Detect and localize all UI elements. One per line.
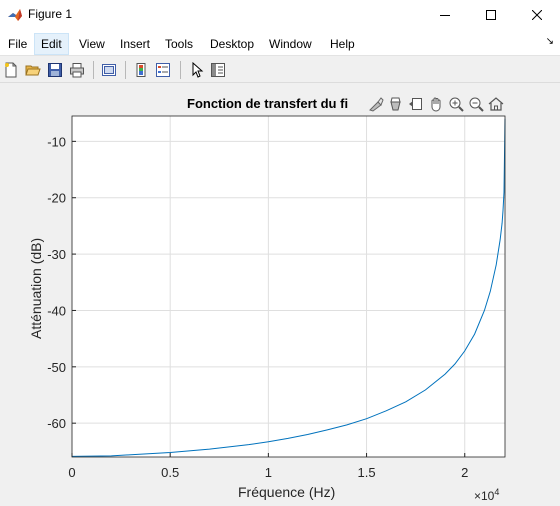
axes-frame	[71, 115, 506, 458]
property-inspector-icon	[211, 63, 225, 77]
menu-insert[interactable]: Insert	[120, 37, 151, 51]
window-title: Figure 1	[28, 7, 73, 21]
data-tips-icon	[390, 97, 401, 111]
pan-icon	[431, 97, 441, 112]
dock-arrow-icon[interactable]: ↘	[545, 36, 554, 47]
toolbar-separator	[180, 61, 181, 79]
menu-tools[interactable]: Tools	[165, 37, 194, 51]
x-axis-exponent: ×104	[474, 487, 499, 503]
matlab-logo-icon	[8, 9, 22, 21]
x-exponent-power: 4	[494, 487, 500, 497]
colorbar-button[interactable]	[130, 59, 152, 81]
y-tick-label: -10	[47, 134, 66, 149]
title-bar[interactable]: Figure 1	[0, 0, 560, 30]
x-exponent-base: ×10	[474, 489, 495, 503]
pan-button[interactable]	[426, 94, 446, 114]
export-icon	[409, 98, 422, 110]
maximize-button[interactable]	[468, 0, 514, 30]
open-file-icon	[25, 65, 41, 76]
menu-window[interactable]: Window	[269, 37, 312, 51]
zoom-in-icon	[449, 97, 464, 112]
close-button[interactable]	[514, 0, 560, 30]
axes-toolbar	[366, 94, 506, 114]
x-tick-label: 0.5	[161, 465, 179, 480]
home-icon	[488, 97, 504, 111]
minimize-button[interactable]	[422, 0, 468, 30]
y-tick-label: -40	[47, 303, 66, 318]
legend-button[interactable]	[152, 59, 174, 81]
figure-toolbar	[0, 57, 560, 83]
link-plot-button[interactable]	[98, 59, 120, 81]
new-figure-icon	[5, 62, 17, 78]
link-plot-icon	[102, 64, 116, 76]
property-inspector-button[interactable]	[207, 59, 229, 81]
zoom-out-button[interactable]	[466, 94, 486, 114]
x-tick-label: 1	[265, 465, 272, 480]
plot-background	[72, 116, 505, 457]
home-button[interactable]	[486, 94, 506, 114]
menu-file[interactable]: File	[8, 37, 28, 51]
close-icon	[532, 10, 542, 20]
y-tick-label: -60	[47, 416, 66, 431]
series-line	[71, 118, 506, 457]
save-button[interactable]	[44, 59, 66, 81]
toolbar-separator	[93, 61, 94, 79]
x-tick-label: 1.5	[358, 465, 376, 480]
data-tips-button[interactable]	[386, 94, 406, 114]
y-tick-label: -20	[47, 191, 66, 206]
plot-title: Fonction de transfert du fi	[187, 96, 349, 111]
save-icon	[48, 63, 62, 77]
minimize-icon	[440, 15, 450, 16]
y-tick-label: -50	[47, 360, 66, 375]
brush-icon	[369, 97, 384, 112]
x-tick-label: 0	[68, 465, 75, 480]
open-file-button[interactable]	[22, 59, 44, 81]
print-button[interactable]	[66, 59, 88, 81]
x-tick-label: 2	[461, 465, 468, 480]
pointer-button[interactable]	[185, 59, 207, 81]
x-axis-label: Fréquence (Hz)	[238, 484, 336, 500]
menu-help[interactable]: Help	[330, 37, 355, 51]
maximize-icon	[486, 10, 496, 20]
y-axis-label: Atténuation (dB)	[28, 237, 44, 339]
print-icon	[70, 63, 84, 78]
new-figure-button[interactable]	[0, 59, 22, 81]
toolbar-separator	[125, 61, 126, 79]
brush-button[interactable]	[366, 94, 386, 114]
menu-view[interactable]: View	[79, 37, 105, 51]
menu-edit[interactable]: Edit	[34, 33, 69, 55]
legend-icon	[156, 63, 170, 77]
colorbar-icon	[136, 63, 146, 77]
zoom-in-button[interactable]	[446, 94, 466, 114]
y-tick-label: -30	[47, 247, 66, 262]
plot-axes[interactable]: 0 0.5 1 1.5 2 -10 -20 -30 -40 -50 -60	[0, 84, 560, 506]
menu-desktop[interactable]: Desktop	[210, 37, 255, 51]
export-button[interactable]	[406, 94, 426, 114]
menu-bar: File Edit View Insert Tools Desktop Wind…	[0, 30, 560, 56]
pointer-icon	[192, 62, 204, 78]
zoom-out-icon	[469, 97, 484, 112]
